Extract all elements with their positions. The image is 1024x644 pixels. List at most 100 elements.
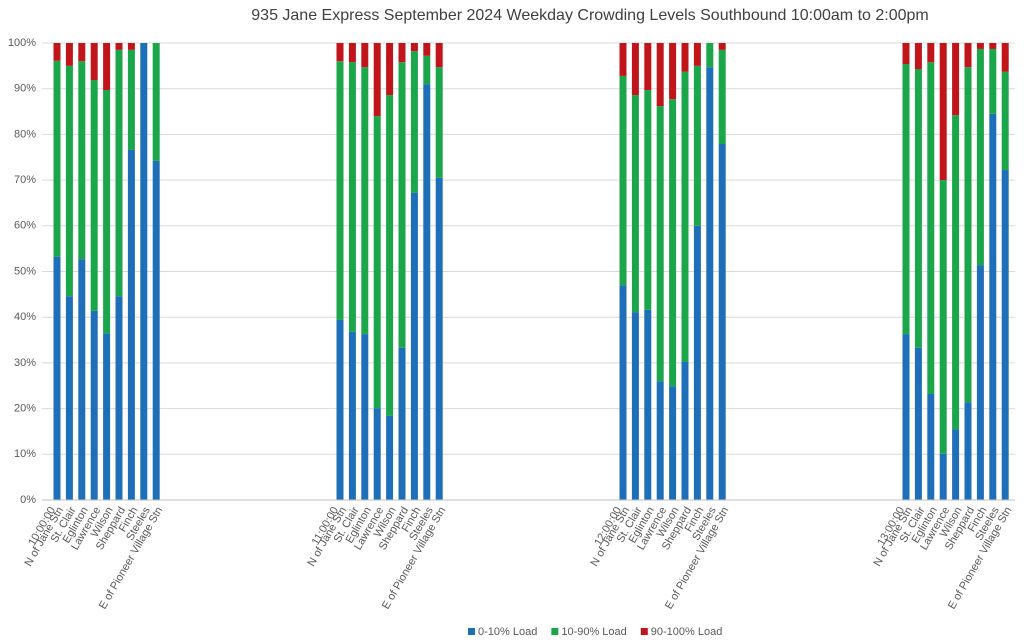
bar-segment [976,265,984,500]
y-tick-label: 100% [8,37,36,49]
bar-segment [718,43,726,50]
bar-segment [423,84,431,500]
bar-segment [927,393,935,500]
bar-segment [348,62,356,332]
legend-label: 0-10% Load [478,626,537,638]
bar-segment [152,43,160,161]
bar-segment [964,67,972,403]
bar-segment [1001,170,1009,500]
bar-segment [78,259,86,500]
bar-segment [989,43,997,49]
bar-segment [435,67,443,178]
bar-segment [644,90,652,310]
bar-segment [619,285,627,500]
bar-segment [1001,43,1009,72]
bar-segment [619,75,627,286]
bar-segment [693,43,701,66]
bar-segment [435,43,443,68]
bar-segment [669,386,677,500]
bar-segment [103,90,111,334]
y-tick-label: 30% [14,357,36,369]
y-tick-label: 70% [14,174,36,186]
y-tick-label: 10% [14,448,36,460]
bar-segment [373,116,381,409]
bar-segment [902,334,910,500]
bar-segment [115,49,123,297]
bar-segment [53,60,61,257]
bar-segment [373,408,381,500]
bar-segment [939,180,947,454]
bar-segment [386,95,394,416]
bar-segment [914,347,922,500]
bar-segment [669,99,677,387]
bar-segment [693,225,701,501]
bar-segment [644,43,652,91]
bar-segment [706,67,714,500]
bar-segment [336,43,344,62]
bar-segment [115,43,123,50]
bar-segment [127,49,135,150]
bar-segment [693,65,701,226]
bar-segment [656,106,664,382]
bar-segment [718,49,726,144]
bar-segment [631,95,639,313]
bar-segment [423,55,431,85]
bar-segment [65,296,73,500]
bar-segment [964,402,972,500]
bar-segment [939,453,947,500]
bar-segment [410,192,418,500]
bar-segment [140,43,148,500]
bar-segment [681,361,689,500]
bar-segment [914,69,922,348]
legend-swatch [468,628,475,635]
bar-segment [631,312,639,500]
bar-segment [952,43,960,116]
bar-segment [336,319,344,500]
bar-segment [115,296,123,500]
bar-segment [435,177,443,500]
bar-segment [989,113,997,501]
bar-segment [398,62,406,348]
bar-segment [53,43,61,61]
bar-segment [914,43,922,70]
bar-segment [669,43,677,100]
bar-segment [348,43,356,63]
bar-segment [706,43,714,68]
bar-segment [386,43,394,96]
bar-segment [361,43,369,68]
bar-segment [656,43,664,107]
bar-segment [681,71,689,362]
bar-segment [152,160,160,500]
bar-segment [410,43,418,52]
legend-swatch [551,628,559,635]
bar-segment [902,43,910,65]
bar-segment [53,256,61,500]
bar-segment [78,61,86,260]
bar-segment [976,48,984,266]
bar-segment [127,149,135,501]
y-tick-label: 90% [14,83,36,95]
bar-segment [336,61,344,320]
bar-segment [78,43,86,62]
bar-segment [348,331,356,500]
bar-segment [103,333,111,500]
bar-segment [127,43,135,50]
bar-segment [976,43,984,49]
legend-label: 90-100% Load [651,626,723,638]
y-tick-label: 20% [14,403,36,415]
bar-segment [619,43,627,76]
bar-segment [361,334,369,500]
bar-segment [964,43,972,68]
bar-segment [373,43,381,117]
bar-segment [927,62,935,394]
bar-segment [65,43,73,66]
bar-segment [902,64,910,335]
y-tick-label: 60% [14,220,36,232]
bar-segment [631,43,639,96]
bar-segment [656,381,664,500]
bar-segment [718,143,726,500]
bar-segment [410,51,418,193]
bar-segment [423,43,431,56]
bar-segment [939,43,947,181]
bar-segment [361,67,369,335]
